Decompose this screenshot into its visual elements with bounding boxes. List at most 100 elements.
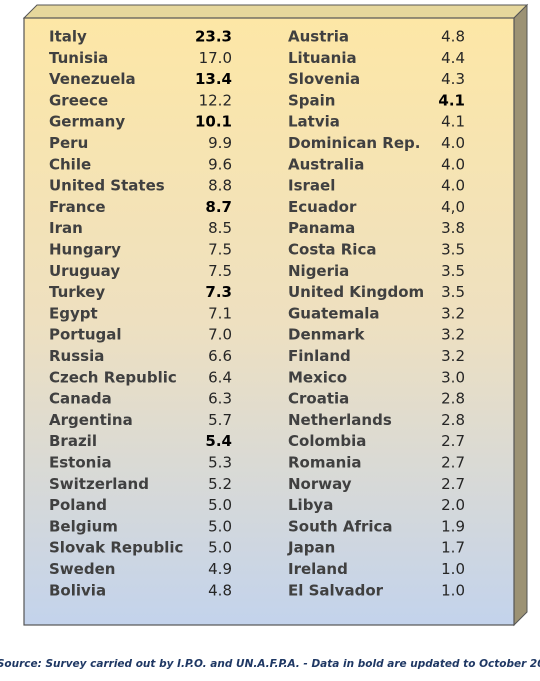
country-name: Spain bbox=[288, 91, 335, 109]
rate-value: 9.6 bbox=[208, 155, 232, 173]
country-name: Denmark bbox=[288, 326, 365, 344]
rate-value: 2.7 bbox=[441, 475, 465, 493]
country-name: Guatemala bbox=[288, 304, 379, 322]
rate-value: 6.6 bbox=[208, 347, 232, 365]
rate-value: 1.0 bbox=[441, 581, 465, 599]
country-name: Australia bbox=[288, 155, 364, 173]
rate-value: 3.2 bbox=[441, 304, 465, 322]
rate-value: 3.5 bbox=[441, 241, 465, 259]
rate-value: 7.1 bbox=[208, 304, 232, 322]
country-name: Panama bbox=[288, 219, 355, 237]
country-name: Austria bbox=[288, 28, 349, 46]
country-name: Ireland bbox=[288, 560, 348, 578]
country-name: Ecuador bbox=[288, 198, 357, 216]
country-name: Italy bbox=[49, 28, 87, 46]
country-name: Russia bbox=[49, 347, 104, 365]
source-note: Source: Survey carried out by I.P.O. and… bbox=[0, 658, 540, 670]
rate-value: 4,0 bbox=[441, 198, 465, 216]
country-name: Lituania bbox=[288, 49, 357, 67]
rate-value: 3.2 bbox=[441, 347, 465, 365]
rate-value: 7.0 bbox=[208, 326, 232, 344]
country-name: France bbox=[49, 198, 106, 216]
country-name: Norway bbox=[288, 475, 352, 493]
rate-value: 3.5 bbox=[441, 283, 465, 301]
rate-value: 4.0 bbox=[441, 155, 465, 173]
rate-value: 5.0 bbox=[208, 517, 232, 535]
rate-value: 6.3 bbox=[208, 390, 232, 408]
country-name: Belgium bbox=[49, 517, 118, 535]
country-name: Bolivia bbox=[49, 581, 106, 599]
country-name: Libya bbox=[288, 496, 333, 514]
country-name: Slovak Republic bbox=[49, 539, 183, 557]
country-name: Brazil bbox=[49, 432, 97, 450]
rate-value: 13.4 bbox=[195, 70, 232, 88]
bevel-side bbox=[513, 3, 528, 627]
country-name: Greece bbox=[49, 91, 108, 109]
country-name: United Kingdom bbox=[288, 283, 424, 301]
rate-value: 8.7 bbox=[205, 198, 232, 216]
country-name: Iran bbox=[49, 219, 83, 237]
rate-value: 8.8 bbox=[208, 177, 232, 195]
table: Italy 23.3 Tunisia 17.0 Venezuela 13.4 Greece 1… bbox=[49, 28, 465, 600]
rate-value: 3.0 bbox=[441, 368, 465, 386]
table-panel bbox=[23, 17, 515, 626]
rate-value: 4.0 bbox=[441, 177, 465, 195]
country-name: Uruguay bbox=[49, 262, 120, 280]
rate-value: 4.0 bbox=[441, 134, 465, 152]
country-name: Slovenia bbox=[288, 70, 360, 88]
country-name: Finland bbox=[288, 347, 351, 365]
rate-value: 4.8 bbox=[441, 28, 465, 46]
rate-value: 4.3 bbox=[441, 70, 465, 88]
rate-value: 12.2 bbox=[199, 91, 232, 109]
rate-value: 5.0 bbox=[208, 496, 232, 514]
rate-value: 17.0 bbox=[199, 49, 232, 67]
country-name: Costa Rica bbox=[288, 241, 376, 259]
rate-value: 2.7 bbox=[441, 454, 465, 472]
country-name: Israel bbox=[288, 177, 335, 195]
rate-value: 5.0 bbox=[208, 539, 232, 557]
rate-value: 2.8 bbox=[441, 411, 465, 429]
country-name: Peru bbox=[49, 134, 88, 152]
country-name: Germany bbox=[49, 113, 125, 131]
rate-value: 2.7 bbox=[441, 432, 465, 450]
rate-value: 7.3 bbox=[205, 283, 232, 301]
country-name: El Salvador bbox=[288, 581, 384, 599]
rate-value: 1.9 bbox=[441, 517, 465, 535]
rate-value: 4.9 bbox=[208, 560, 232, 578]
rate-value: 5.7 bbox=[208, 411, 232, 429]
rate-value: 6.4 bbox=[208, 368, 232, 386]
country-name: Argentina bbox=[49, 411, 133, 429]
country-name: Estonia bbox=[49, 454, 112, 472]
country-name: Mexico bbox=[288, 368, 347, 386]
rate-value: 7.5 bbox=[208, 241, 232, 259]
country-name: United States bbox=[49, 177, 165, 195]
country-name: Venezuela bbox=[49, 70, 136, 88]
country-name: Turkey bbox=[49, 283, 105, 301]
country-name: Portugal bbox=[49, 326, 122, 344]
rate-value: 7.5 bbox=[208, 262, 232, 280]
rate-value: 3.2 bbox=[441, 326, 465, 344]
rate-value: 8.5 bbox=[208, 219, 232, 237]
rate-value: 2.0 bbox=[441, 496, 465, 514]
country-name: Tunisia bbox=[49, 49, 108, 67]
rate-value: 4.1 bbox=[441, 113, 465, 131]
rate-value: 5.4 bbox=[205, 432, 232, 450]
country-name: Switzerland bbox=[49, 475, 149, 493]
rate-value: 2.8 bbox=[441, 390, 465, 408]
rate-value: 5.2 bbox=[208, 475, 232, 493]
country-name: Netherlands bbox=[288, 411, 392, 429]
bevel-top bbox=[22, 4, 529, 19]
rate-value: 4.1 bbox=[438, 91, 465, 109]
country-name: Egypt bbox=[49, 304, 98, 322]
country-name: Japan bbox=[287, 539, 335, 557]
country-name: Croatia bbox=[288, 390, 349, 408]
country-name: Colombia bbox=[288, 432, 366, 450]
rate-value: 1.0 bbox=[441, 560, 465, 578]
rate-value: 4.4 bbox=[441, 49, 465, 67]
rate-value: 3.8 bbox=[441, 219, 465, 237]
rate-value: 23.3 bbox=[195, 28, 232, 46]
country-name: Romania bbox=[288, 454, 362, 472]
country-name: Latvia bbox=[288, 113, 340, 131]
country-name: Sweden bbox=[49, 560, 115, 578]
